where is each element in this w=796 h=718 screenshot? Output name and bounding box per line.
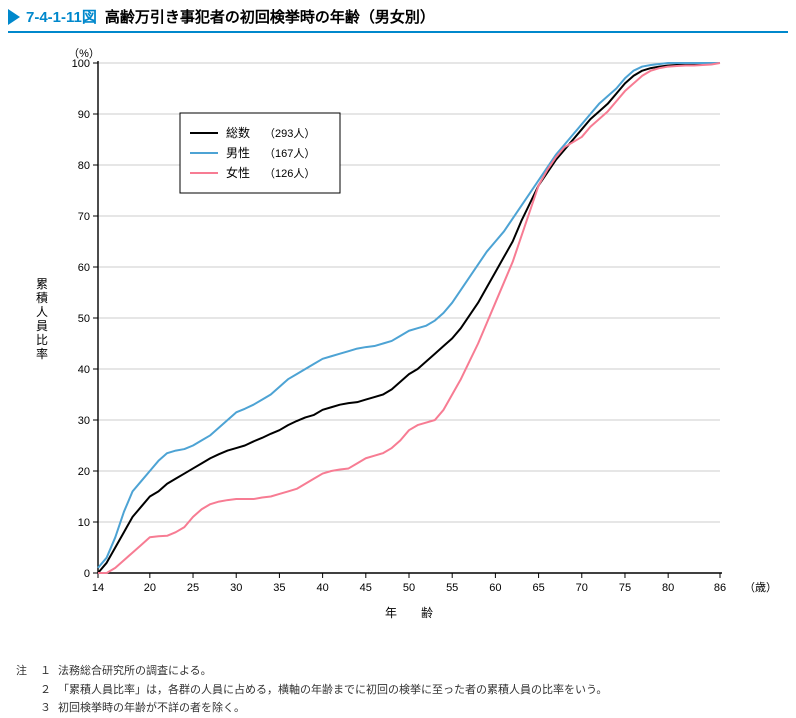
title-triangle-icon — [8, 9, 20, 25]
svg-text:60: 60 — [78, 262, 90, 274]
svg-text:35: 35 — [273, 582, 285, 594]
svg-text:40: 40 — [78, 364, 90, 376]
footnotes: 注 １ 法務総合研究所の調査による。 ２ 「累積人員比率」は，各群の人員に占める… — [16, 662, 796, 718]
svg-text:14: 14 — [92, 582, 104, 594]
svg-text:男性: 男性 — [226, 146, 250, 160]
svg-text:25: 25 — [187, 582, 199, 594]
svg-text:10: 10 — [78, 517, 90, 529]
note-text: 初回検挙時の年齢が不詳の者を除く。 — [58, 699, 245, 718]
svg-text:86: 86 — [714, 582, 726, 594]
svg-text:（293人）: （293人） — [264, 127, 315, 140]
svg-text:55: 55 — [446, 582, 458, 594]
note-text: 法務総合研究所の調査による。 — [58, 662, 212, 681]
svg-text:65: 65 — [532, 582, 544, 594]
svg-text:90: 90 — [78, 109, 90, 121]
svg-text:人: 人 — [36, 305, 48, 319]
svg-text:率: 率 — [36, 346, 48, 361]
svg-text:20: 20 — [144, 582, 156, 594]
svg-text:比: 比 — [36, 333, 48, 347]
svg-text:（126人）: （126人） — [264, 167, 315, 180]
title-bar: 7-4-1-11図 高齢万引き事犯者の初回検挙時の年齢（男女別） — [8, 0, 788, 33]
svg-text:0: 0 — [84, 568, 90, 580]
svg-text:30: 30 — [230, 582, 242, 594]
line-chart: 0102030405060708090100142025303540455055… — [20, 43, 776, 643]
svg-text:80: 80 — [662, 582, 674, 594]
svg-text:45: 45 — [360, 582, 372, 594]
note-number: １ — [40, 662, 58, 681]
svg-text:80: 80 — [78, 160, 90, 172]
notes-label: 注 — [16, 662, 40, 681]
svg-text:70: 70 — [576, 582, 588, 594]
svg-text:女性: 女性 — [226, 165, 250, 180]
svg-text:40: 40 — [316, 582, 328, 594]
chart-container: 0102030405060708090100142025303540455055… — [20, 43, 776, 648]
note-number: ２ — [40, 681, 58, 700]
figure-title: 高齢万引き事犯者の初回検挙時の年齢（男女別） — [105, 6, 435, 27]
svg-text:50: 50 — [78, 313, 90, 325]
svg-text:員: 員 — [36, 319, 48, 333]
svg-text:75: 75 — [619, 582, 631, 594]
svg-text:（%）: （%） — [68, 47, 100, 60]
svg-text:積: 積 — [36, 290, 48, 305]
note-number: ３ — [40, 699, 58, 718]
svg-text:（167人）: （167人） — [264, 147, 315, 160]
svg-text:60: 60 — [489, 582, 501, 594]
svg-text:（歳）: （歳） — [744, 581, 776, 594]
svg-text:50: 50 — [403, 582, 415, 594]
svg-text:70: 70 — [78, 211, 90, 223]
svg-text:20: 20 — [78, 466, 90, 478]
svg-text:総数: 総数 — [226, 125, 250, 140]
figure-code: 7-4-1-11図 — [26, 6, 97, 27]
svg-text:累: 累 — [36, 277, 48, 291]
svg-text:30: 30 — [78, 415, 90, 427]
note-text: 「累積人員比率」は，各群の人員に占める，横軸の年齢までに初回の検挙に至った者の累… — [58, 681, 607, 700]
svg-text:年 齢: 年 齢 — [385, 605, 433, 620]
